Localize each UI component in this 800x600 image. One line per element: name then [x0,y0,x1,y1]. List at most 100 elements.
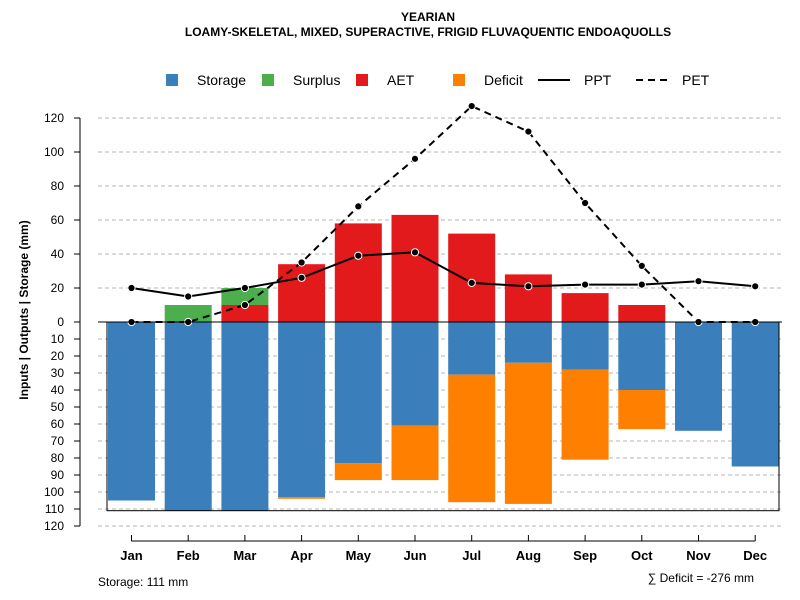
bars [108,214,779,511]
bar-deficit-sep [561,369,609,460]
legend-label-ppt: PPT [584,72,612,88]
bar-aet-oct [618,305,666,322]
pet-point-apr [297,258,306,267]
y-axis-label: Inputs | Outputs | Storage (mm) [17,220,31,399]
x-tick-label-apr: Apr [290,548,312,563]
y-tick-label: 20 [51,281,65,295]
footer-deficit: ∑ Deficit = -276 mm [648,571,754,585]
bar-surplus-mar [221,288,269,305]
x-tick-label-feb: Feb [177,548,200,563]
legend-swatch-aet [356,74,368,86]
y-tick-label: 10 [51,332,65,346]
ppt-point-jul [467,278,476,287]
y-tick-label: 30 [51,366,65,380]
y-tick-label: 40 [51,247,65,261]
grid [98,117,782,527]
y-tick-label: 60 [51,213,65,227]
ppt-point-aug [524,282,533,291]
legend-swatch-surplus [262,74,274,86]
pet-point-oct [637,261,646,270]
x-tick-label-may: May [346,548,372,563]
y-tick-label: 60 [51,417,65,431]
bar-deficit-jul [448,374,496,503]
bar-storage-feb [164,322,212,511]
pet-point-jul [467,102,476,111]
bar-deficit-jun [391,425,439,481]
ppt-point-nov [694,277,703,286]
axes: 0 20 40 60 80 100 120 10 20 30 40 50 60 70 80 90 100 110 1… [44,111,782,563]
bar-aet-jul [448,233,496,322]
x-tick-label-dec: Dec [743,548,767,563]
ppt-point-jan [127,283,136,293]
y-tick-label: 40 [51,383,65,397]
x-tick-label-jun: Jun [403,548,426,563]
x-tick-label-aug: Aug [516,548,541,563]
pet-point-sep [581,198,590,208]
legend-label-surplus: Surplus [293,72,340,88]
legend-label-aet: AET [387,72,415,88]
chart-title: YEARIAN [401,10,455,24]
bar-storage-may [334,322,382,464]
bar-storage-sep [561,322,609,370]
chart-subtitle: LOAMY-SKELETAL, MIXED, SUPERACTIVE, FRIG… [185,25,671,39]
bar-aet-may [334,223,382,322]
bar-aet-apr [278,264,326,322]
bar-aet-jun [391,214,439,322]
bar-deficit-aug [504,362,552,504]
pet-point-mar [240,300,249,310]
bar-storage-aug [504,322,552,363]
ppt-point-feb [184,292,193,301]
ppt-point-mar [240,283,249,293]
pet-point-may [354,202,363,211]
bar-storage-jan [108,322,155,501]
bar-storage-jun [391,322,439,426]
bar-deficit-apr [278,497,326,499]
x-tick-label-sep: Sep [573,548,597,563]
bar-storage-nov [675,322,722,431]
legend-label-storage: Storage [197,72,246,88]
bar-storage-apr [278,322,326,498]
y-tick-label: 70 [51,434,65,448]
bar-deficit-may [334,463,382,481]
legend-label-pet: PET [682,72,710,88]
y-tick-label: 20 [51,349,65,363]
x-tick-label-nov: Nov [686,548,711,563]
bar-storage-jul [448,322,496,375]
legend-swatch-storage [166,74,178,86]
pet-point-aug [524,127,533,136]
y-tick-label: 90 [51,468,65,482]
y-tick-label: 0 [57,315,64,329]
y-tick-label: 100 [44,145,64,159]
ppt-point-sep [581,280,590,289]
y-tick-label: 110 [45,502,64,516]
lines [127,102,760,327]
bar-storage-oct [618,322,666,390]
y-tick-label: 80 [51,179,65,193]
footer-storage: Storage: 111 mm [98,575,188,589]
ppt-point-may [354,251,363,260]
legend-swatch-deficit [453,74,465,86]
bar-aet-mar [221,305,269,322]
y-tick-label: 100 [44,485,64,499]
y-tick-label: 80 [51,451,65,465]
x-tick-label-jan: Jan [120,548,142,563]
y-tick-label: 50 [51,400,65,414]
y-tick-label: 120 [44,111,64,125]
legend-label-deficit: Deficit [484,72,523,88]
bar-storage-dec [731,322,779,467]
bar-surplus-feb [164,305,212,322]
ppt-line [131,251,756,298]
pet-point-jun [410,154,420,163]
x-tick-label-jul: Jul [462,548,481,563]
ppt-point-oct [637,280,646,289]
bar-aet-sep [561,293,609,322]
x-tick-label-mar: Mar [233,548,256,563]
y-tick-label: 120 [44,519,64,533]
ppt-point-jun [410,248,420,257]
ppt-point-apr [297,273,306,282]
bar-storage-mar [221,322,269,511]
legend: Storage Surplus AET Deficit PPT PET [166,72,710,88]
ppt-point-dec [751,282,760,291]
x-tick-label-oct: Oct [631,548,653,563]
